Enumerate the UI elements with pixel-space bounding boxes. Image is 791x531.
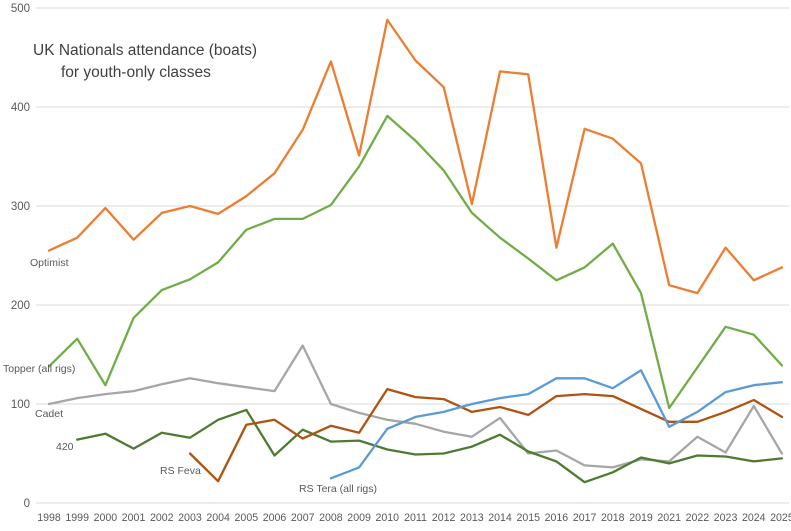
x-tick-label-2012: 2012: [432, 512, 456, 524]
x-tick-label-2003: 2003: [178, 512, 202, 524]
x-tick-label-1999: 1999: [65, 512, 89, 524]
series-line-rs-feva: [188, 387, 784, 483]
x-tick-label-2009: 2009: [347, 512, 371, 524]
x-tick-label-2001: 2001: [122, 512, 146, 524]
series-line-topper-all-rigs: [47, 114, 784, 410]
y-tick-label-100: 100: [11, 399, 30, 411]
series-label-topper-all-rigs: Topper (all rigs): [3, 363, 75, 375]
x-tick-label-2024: 2024: [742, 512, 766, 524]
x-tick-label-1998: 1998: [37, 512, 61, 524]
x-tick-label-2007: 2007: [291, 512, 315, 524]
y-axis-tick-labels: 0 100 200 300 400 500: [11, 3, 30, 510]
series-line-rs-tera-all-rigs: [329, 369, 784, 480]
x-tick-label-2008: 2008: [319, 512, 343, 524]
series-line-cadet: [47, 344, 784, 469]
x-tick-label-2017: 2017: [573, 512, 597, 524]
series-lines: [47, 18, 784, 484]
chart-title-line2: for youth-only classes: [61, 64, 211, 81]
series-label-cadet: Cadet: [35, 408, 63, 420]
x-axis-tick-labels: 1998 1999 2000 2001 2002 2003 2004 2005 2006 2007…: [37, 512, 791, 524]
x-tick-label-2023: 2023: [714, 512, 738, 524]
x-tick-label-2006: 2006: [263, 512, 287, 524]
series-label-rs-feva: RS Feva: [160, 465, 201, 477]
y-tick-label-200: 200: [11, 300, 30, 312]
x-tick-label-2014: 2014: [488, 512, 512, 524]
x-tick-label-2016: 2016: [545, 512, 569, 524]
x-tick-label-2013: 2013: [460, 512, 484, 524]
series-inline-labels: Optimist Topper (all rigs) Cadet 420 RS Feva…: [3, 257, 377, 495]
series-line-420: [76, 408, 784, 484]
gridlines: [36, 7, 789, 504]
x-tick-label-2021: 2021: [657, 512, 681, 524]
series-label-420: 420: [56, 441, 74, 453]
x-tick-label-2002: 2002: [150, 512, 174, 524]
series-line-optimist: [47, 18, 784, 295]
x-tick-label-2019: 2019: [629, 512, 653, 524]
x-tick-label-2005: 2005: [235, 512, 259, 524]
x-tick-label-2015: 2015: [516, 512, 540, 524]
x-tick-label-2025: 2025: [770, 512, 791, 524]
y-tick-label-0: 0: [24, 498, 30, 510]
series-label-rs-tera-all-rigs: RS Tera (all rigs): [299, 483, 377, 495]
x-tick-label-2004: 2004: [206, 512, 230, 524]
x-tick-label-2022: 2022: [686, 512, 710, 524]
x-tick-label-2000: 2000: [94, 512, 118, 524]
series-label-optimist: Optimist: [30, 257, 69, 269]
x-tick-label-2011: 2011: [404, 512, 427, 524]
chart-title-line1: UK Nationals attendance (boats): [33, 42, 257, 59]
x-tick-label-2018: 2018: [601, 512, 625, 524]
x-tick-label-2010: 2010: [375, 512, 399, 524]
y-tick-label-300: 300: [11, 201, 30, 213]
y-tick-label-400: 400: [11, 102, 30, 114]
y-tick-label-500: 500: [11, 3, 30, 15]
